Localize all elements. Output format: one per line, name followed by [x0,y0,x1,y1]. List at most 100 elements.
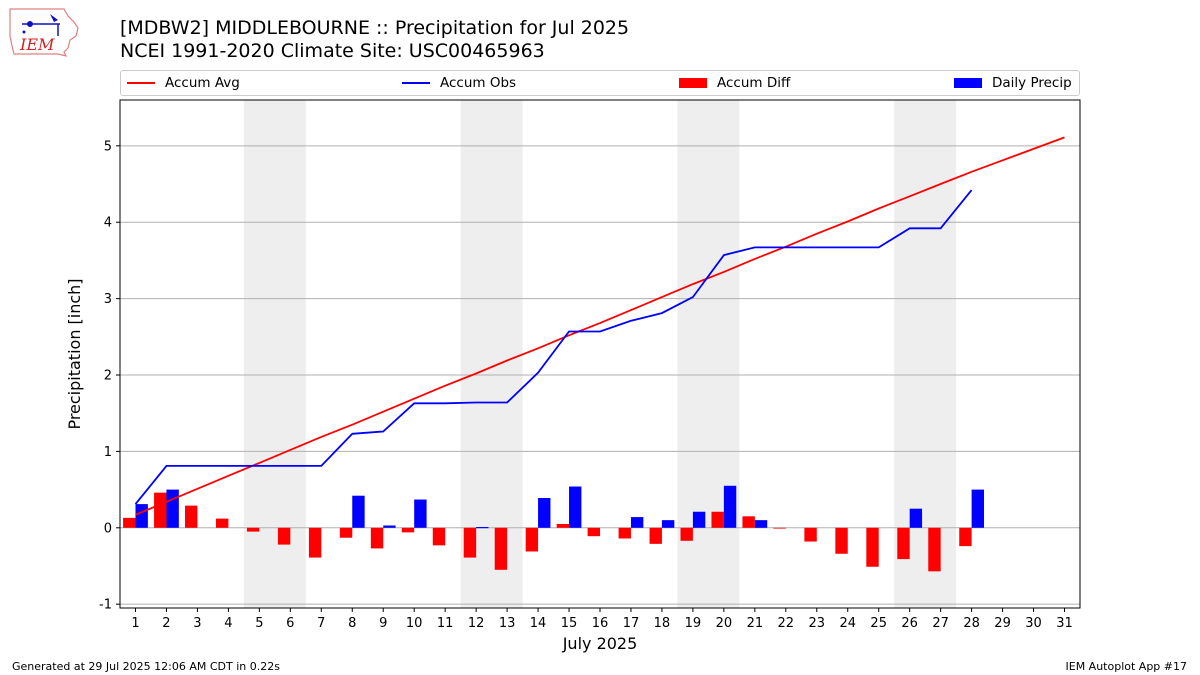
daily-precip-bar [909,508,923,528]
logo-text: IEM [19,35,55,54]
x-tick-label: 18 [654,616,671,631]
accum-diff-bar [463,527,477,558]
iowa-state-outline-icon: IEM [9,8,79,57]
accum-diff-bar [804,527,817,542]
x-tick-label: 23 [809,616,826,631]
chart-title: [MDBW2] MIDDLEBOURNE :: Precipitation fo… [120,17,630,39]
y-axis-label: Precipitation [inch] [65,278,84,429]
y-tick-label: 4 [104,216,112,231]
accum-diff-bar [494,527,508,570]
x-tick-label: 19 [685,616,702,631]
accum-diff-bar [742,516,755,528]
legend-label-accum-avg: Accum Avg [165,75,240,91]
y-tick-label: -1 [99,598,112,613]
accum-diff-bar [773,527,786,529]
accum-diff-bar [928,527,941,572]
x-tick-label: 6 [286,616,294,631]
legend-item-accum-obs: Accum Obs [402,71,516,95]
legend-label-accum-diff: Accum Diff [717,75,791,91]
x-tick-label: 4 [224,616,232,631]
x-tick-label: 30 [1025,616,1042,631]
x-tick-label: 8 [348,616,356,631]
legend-swatch-daily-precip [954,78,982,88]
iem-logo: IEM [8,6,82,62]
accum-diff-bar [432,527,446,546]
daily-precip-bar [166,489,179,528]
legend-swatch-accum-avg [127,82,155,84]
accum-diff-bar [277,527,291,545]
x-tick-label: 31 [1056,616,1073,631]
accum-diff-bar [959,527,972,547]
daily-precip-bar [569,486,582,528]
accum-diff-bar [897,527,910,560]
weekend-shade [460,100,523,608]
daily-precip-bar [538,497,551,528]
accum-diff-bar [401,527,415,533]
legend-item-accum-diff: Accum Diff [679,71,790,95]
x-tick-label: 11 [437,616,454,631]
accum-diff-bar [680,527,693,541]
accum-diff-bar [525,527,539,552]
daily-precip-bar [692,511,706,528]
accum-diff-bar [618,527,631,539]
x-tick-label: 27 [932,616,949,631]
legend-label-daily-precip: Daily Precip [992,75,1072,91]
x-tick-label: 29 [994,616,1011,631]
x-tick-label: 21 [747,616,764,631]
x-tick-label: 17 [623,616,640,631]
daily-precip-bar [383,525,396,528]
x-tick-label: 25 [870,616,887,631]
daily-precip-bar [476,527,489,529]
x-tick-label: 1 [131,616,139,631]
accum-diff-bar [216,518,229,528]
x-tick-label: 15 [561,616,578,631]
generated-timestamp: Generated at 29 Jul 2025 12:06 AM CDT in… [12,660,280,673]
x-tick-label: 28 [963,616,980,631]
x-tick-label: 13 [499,616,516,631]
accum-diff-bar [308,527,322,558]
x-tick-label: 26 [901,616,918,631]
accum-diff-bar [123,517,136,528]
weekend-shade [243,100,306,608]
accum-diff-bar [339,527,353,538]
x-tick-label: 24 [839,616,856,631]
app-credit: IEM Autoplot App #17 [1065,660,1188,673]
daily-precip-bar [414,499,427,528]
accum-diff-bar [587,527,600,537]
accum-diff-bar [246,527,260,532]
x-tick-label: 7 [317,616,325,631]
accum-diff-bar [711,511,724,528]
daily-precip-bar [352,495,365,528]
x-tick-label: 9 [379,616,387,631]
daily-precip-bar [971,489,984,528]
accum-diff-bar [185,505,198,528]
daily-precip-bar [754,520,768,528]
daily-precip-bar [630,517,644,528]
legend-item-daily-precip: Daily Precip [954,71,1072,95]
y-tick-label: 5 [104,139,112,154]
x-tick-label: 10 [406,616,423,631]
legend-label-accum-obs: Accum Obs [440,75,517,91]
daily-precip-bar [135,504,148,528]
accum-obs-line [134,189,973,505]
chart-subtitle: NCEI 1991-2020 Climate Site: USC00465963 [120,40,545,62]
x-tick-label: 14 [530,616,547,631]
x-tick-label: 5 [255,616,263,631]
legend-swatch-accum-obs [402,82,430,84]
x-tick-label: 2 [162,616,170,631]
accum-diff-bar [370,527,384,549]
x-tick-label: 16 [592,616,609,631]
daily-precip-bar [661,520,675,528]
y-tick-label: 1 [104,445,112,460]
accum-diff-bar [154,492,167,528]
y-tick-label: 3 [104,292,112,307]
x-tick-label: 3 [193,616,201,631]
x-tick-label: 20 [716,616,733,631]
accum-diff-bar [556,523,570,528]
legend-swatch-accum-diff [679,78,707,88]
daily-precip-bar [723,485,737,528]
y-tick-label: 2 [104,369,112,384]
y-tick-label: 0 [104,521,112,536]
x-axis-label: July 2025 [562,634,638,653]
